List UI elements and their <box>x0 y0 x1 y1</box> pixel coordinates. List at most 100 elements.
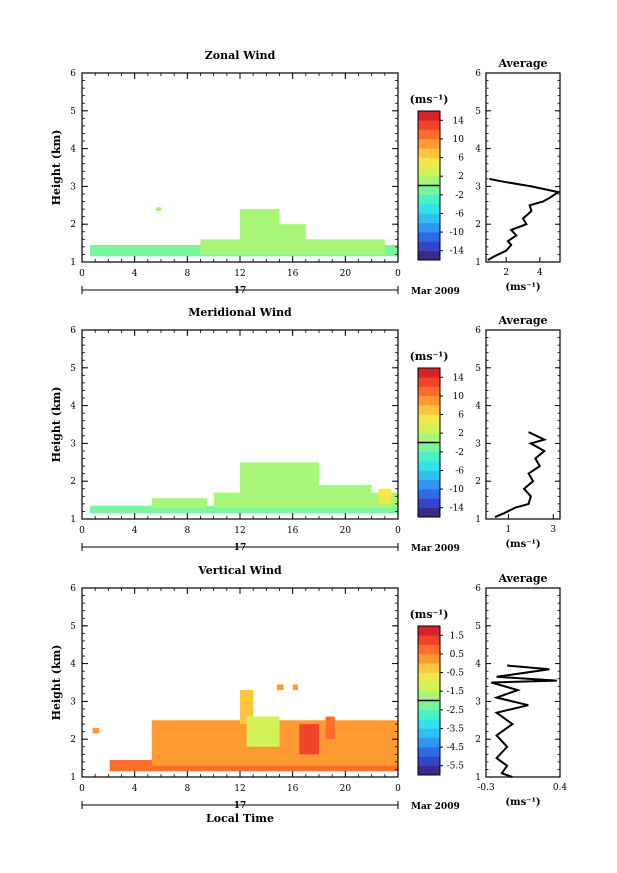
colorbar-swatch <box>418 157 440 168</box>
colorbar-tick-label: -2 <box>455 448 464 458</box>
average-y-tick-label: 6 <box>475 584 481 594</box>
average-title: Average <box>497 314 547 327</box>
colorbar-swatch <box>418 756 440 766</box>
heatmap-cell <box>319 484 372 504</box>
colorbar-tick-label: -14 <box>450 504 465 514</box>
average-x-tick-label: -0.3 <box>477 783 495 793</box>
x-tick-label: 16 <box>287 526 299 536</box>
x-tick-label: 20 <box>340 526 352 536</box>
heatmap-cell <box>365 727 383 740</box>
average-x-tick-label: 4 <box>537 268 543 278</box>
x-tick-label: 12 <box>234 526 245 536</box>
average-title: Average <box>497 572 547 585</box>
heatmap-cell <box>276 684 284 691</box>
colorbar-swatch <box>418 241 440 251</box>
colorbar-swatch <box>418 194 440 205</box>
colorbar-swatch <box>418 672 440 683</box>
heatmap-cell <box>246 716 280 747</box>
colorbar-swatch <box>418 644 440 655</box>
average-y-tick-label: 3 <box>475 439 481 449</box>
x-tick-label: 0 <box>79 269 85 279</box>
average-y-tick-label: 4 <box>475 145 481 155</box>
y-tick-label: 3 <box>70 439 76 449</box>
y-tick-label: 2 <box>70 735 76 745</box>
x-tick-label: 8 <box>184 784 190 794</box>
colorbar-tick-label: -4.5 <box>447 743 465 753</box>
y-tick-label: 1 <box>70 773 76 783</box>
y-axis-label: Height (km) <box>50 130 63 206</box>
y-tick-label: 6 <box>70 584 76 594</box>
heatmap-cell <box>325 716 335 740</box>
colorbar-swatch <box>418 691 440 701</box>
x-tick-label: 4 <box>132 269 138 279</box>
colorbar-swatch <box>418 232 440 242</box>
colorbar-tick-label: 10 <box>453 392 465 402</box>
colorbar-swatch <box>418 498 440 508</box>
y-tick-label: 4 <box>70 402 76 412</box>
average-y-tick-label: 1 <box>475 773 481 783</box>
panel-title: Zonal Wind <box>205 49 276 62</box>
colorbar-swatch <box>418 377 440 387</box>
colorbar-swatch <box>418 129 440 140</box>
y-tick-label: 6 <box>70 326 76 336</box>
colorbar-tick-label: 0.5 <box>450 650 465 660</box>
x-tick-label: 12 <box>234 784 245 794</box>
x-tick-label: 16 <box>287 269 299 279</box>
x-tick-label: 20 <box>340 269 352 279</box>
average-y-tick-label: 2 <box>475 735 481 745</box>
colorbar-unit: (ms⁻¹) <box>410 608 449 621</box>
average-frame <box>485 72 561 263</box>
colorbar-swatch <box>418 395 440 406</box>
average-y-tick-label: 3 <box>475 697 481 707</box>
heatmap-cell <box>240 690 254 725</box>
colorbar-swatch <box>418 433 440 443</box>
colorbar-swatch <box>418 111 440 121</box>
colorbar-swatch <box>418 765 440 776</box>
heatmap-cell <box>299 724 319 755</box>
heatmap-cell <box>378 488 392 504</box>
colorbar-tick-label: -10 <box>450 228 465 238</box>
colorbar-tick-label: -10 <box>450 485 465 495</box>
x-tick-label: 12 <box>234 269 245 279</box>
heatmap-cell <box>89 505 399 514</box>
average-y-tick-label: 6 <box>475 69 481 79</box>
average-y-tick-label: 4 <box>475 402 481 412</box>
panel-title: Meridional Wind <box>188 306 292 319</box>
average-y-tick-label: 1 <box>475 258 481 268</box>
panel-title: Vertical Wind <box>197 564 282 577</box>
x-tick-label: 4 <box>132 526 138 536</box>
colorbar-tick-label: 2 <box>458 172 464 182</box>
colorbar-unit: (ms⁻¹) <box>410 93 449 106</box>
date-label: Mar 2009 <box>411 287 460 297</box>
colorbar-swatch <box>418 204 440 214</box>
average-x-tick-label: 2 <box>503 268 509 278</box>
colorbar-swatch <box>418 405 440 415</box>
colorbar-swatch <box>418 166 440 177</box>
colorbar-swatch <box>418 479 440 490</box>
colorbar-swatch <box>418 222 440 233</box>
colorbar-tick-label: -1.5 <box>447 687 465 697</box>
average-x-tick-label: 0.4 <box>553 783 568 793</box>
colorbar-swatch <box>418 451 440 462</box>
colorbar-swatch <box>418 414 440 425</box>
average-unit-label: (ms⁻¹) <box>505 282 540 293</box>
heatmap-cell <box>155 207 161 211</box>
day-label: 17 <box>234 286 247 296</box>
colorbar-tick-label: 14 <box>453 116 465 126</box>
x-tick-label: 0 <box>395 784 401 794</box>
average-x-tick-label: 1 <box>506 525 512 535</box>
colorbar-swatch <box>418 138 440 149</box>
average-frame <box>485 329 561 520</box>
colorbar-tick-label: -0.5 <box>447 669 465 679</box>
colorbar-swatch <box>418 442 440 453</box>
colorbar-swatch <box>418 626 440 636</box>
y-axis-label: Height (km) <box>50 387 63 463</box>
colorbar-tick-label: 6 <box>458 411 464 421</box>
heatmap-cells <box>89 207 399 257</box>
colorbar-tick-label: -3.5 <box>447 724 465 734</box>
colorbar-swatch <box>418 250 440 261</box>
heatmap-cells <box>89 462 399 514</box>
colorbar-swatch <box>418 747 440 757</box>
y-tick-label: 6 <box>70 69 76 79</box>
